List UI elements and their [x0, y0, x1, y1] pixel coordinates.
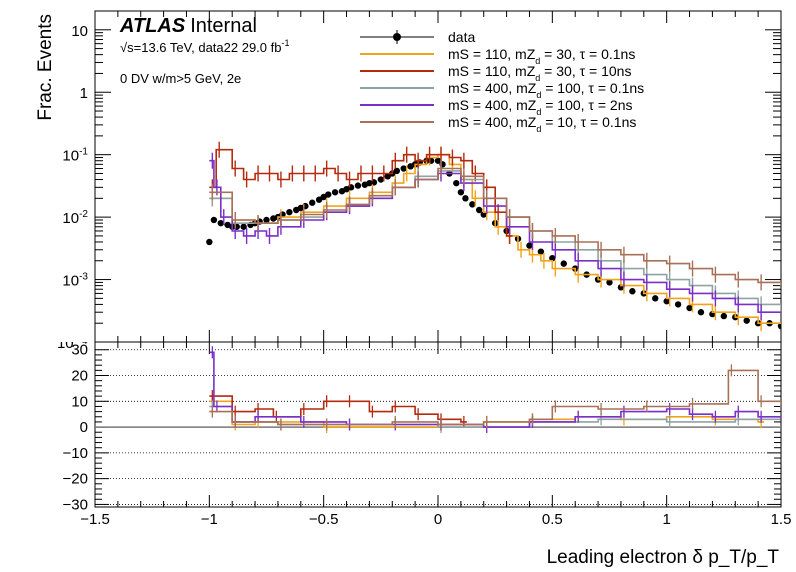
data-point: [400, 165, 407, 172]
data-point: [777, 322, 781, 330]
bottom-xtick-label: −0.5: [309, 511, 339, 528]
data-point: [210, 216, 218, 224]
data-point: [434, 157, 442, 164]
internal-label: Internal: [190, 15, 257, 37]
y-axis-title: Frac. Events: [35, 14, 56, 121]
data-point: [606, 279, 613, 286]
data-point: [743, 317, 750, 324]
legend-label: mS = 110, mZd = 30, τ = 10ns: [448, 63, 631, 83]
data-point: [331, 189, 339, 196]
svg-text:√s=13.6 TeV, data22 29.0 fb-1: √s=13.6 TeV, data22 29.0 fb-1: [120, 38, 290, 55]
data-point: [377, 176, 385, 183]
legend-entry: mS = 110, mZd = 30, τ = 10ns: [360, 63, 631, 83]
legend-label: data: [448, 29, 475, 45]
data-point: [697, 309, 705, 316]
top-panel-series: [206, 141, 781, 332]
top-ytick-label: 1: [80, 85, 88, 102]
series-line: [209, 167, 781, 287]
legend-entry: data: [360, 29, 475, 45]
legend-label: mS = 400, mZd = 100, τ = 0.1ns: [448, 80, 644, 100]
data-point: [393, 167, 401, 175]
data-point: [354, 182, 362, 189]
lumi-exponent: -1: [281, 38, 289, 48]
data-point: [469, 201, 476, 208]
top-series-2: [209, 141, 513, 244]
bottom-ytick-label: −30: [63, 496, 88, 513]
atlas-label: ATLAS: [119, 15, 186, 37]
x-axis-title: Leading electron δ p_T/p_T: [547, 547, 780, 568]
data-point: [475, 206, 483, 214]
sqrt-s-label: √s: [120, 40, 134, 55]
top-ytick-label: 10-1: [62, 147, 88, 165]
bottom-ytick-label: 20: [71, 368, 88, 385]
bottom-xtick-label: −1.5: [80, 511, 110, 528]
data-point: [652, 295, 659, 302]
bottom-ytick-label: 30: [71, 342, 88, 359]
bottom-xtick-label: 1.5: [771, 511, 792, 528]
data-point: [206, 238, 213, 246]
top-ytick-label: 10: [71, 23, 88, 40]
data-point: [686, 304, 693, 312]
data-point: [286, 208, 293, 216]
data-point: [537, 248, 545, 255]
series-line: [209, 153, 781, 324]
top-ytick-label: 10-2: [62, 209, 88, 227]
data-point: [526, 242, 533, 249]
data-point: [217, 219, 224, 227]
bottom-ytick-label: 10: [71, 393, 88, 410]
data-point: [720, 312, 728, 320]
ratio-panel-series: [95, 346, 781, 434]
data-point: [674, 301, 682, 308]
bottom-xtick-label: 0.5: [542, 511, 563, 528]
legend-entry: mS = 110, mZd = 30, τ = 0.1ns: [360, 46, 635, 66]
data-point: [325, 191, 332, 198]
data-point: [309, 199, 316, 206]
data-point: [384, 173, 391, 180]
legend-entry: mS = 400, mZd = 10, τ = 0.1ns: [360, 114, 636, 134]
ratio-panel-axes: −1.5 −1 −0.5 0 0.5 1 1.5 −30 −20 −10 0 10 20 30: [63, 342, 792, 528]
data-point: [560, 260, 567, 267]
legend-entry: mS = 400, mZd = 100, τ = 2ns: [360, 97, 632, 117]
energy-lumi-label: =13.6 TeV, data22 29.0 fb: [134, 40, 282, 55]
bottom-ytick-label: −20: [63, 471, 88, 488]
bottom-ytick-label: −10: [63, 445, 88, 462]
legend-marker: [393, 33, 401, 41]
ratio-series-line: [209, 369, 781, 426]
bottom-ytick-label: 0: [80, 419, 88, 436]
selection-label: 0 DV w/m>5 GeV, 2e: [120, 71, 241, 86]
data-point: [457, 189, 465, 196]
data-point: [240, 223, 247, 230]
legend-label: mS = 400, mZd = 100, τ = 2ns: [448, 97, 632, 117]
data-point: [462, 195, 469, 202]
legend-label: mS = 110, mZd = 30, τ = 0.1ns: [448, 46, 635, 66]
data-point: [549, 254, 556, 262]
bottom-xtick-label: 0: [434, 511, 442, 528]
top-series-5: [209, 160, 781, 291]
data-point: [663, 298, 670, 305]
ratio-series-line: [209, 395, 467, 423]
data-point: [629, 288, 636, 295]
ratio-series-line: [209, 351, 781, 428]
top-ytick-label: 10-3: [62, 272, 88, 290]
ratio-series-4: [209, 364, 781, 431]
legend-entry: mS = 400, mZd = 100, τ = 0.1ns: [360, 80, 644, 100]
series-line: [209, 148, 513, 237]
bottom-xtick-label: 1: [662, 511, 670, 528]
data-point: [453, 179, 460, 187]
legend-label: mS = 400, mZd = 10, τ = 0.1ns: [448, 114, 636, 134]
bottom-xtick-label: −1: [201, 511, 218, 528]
data-point: [263, 216, 270, 224]
